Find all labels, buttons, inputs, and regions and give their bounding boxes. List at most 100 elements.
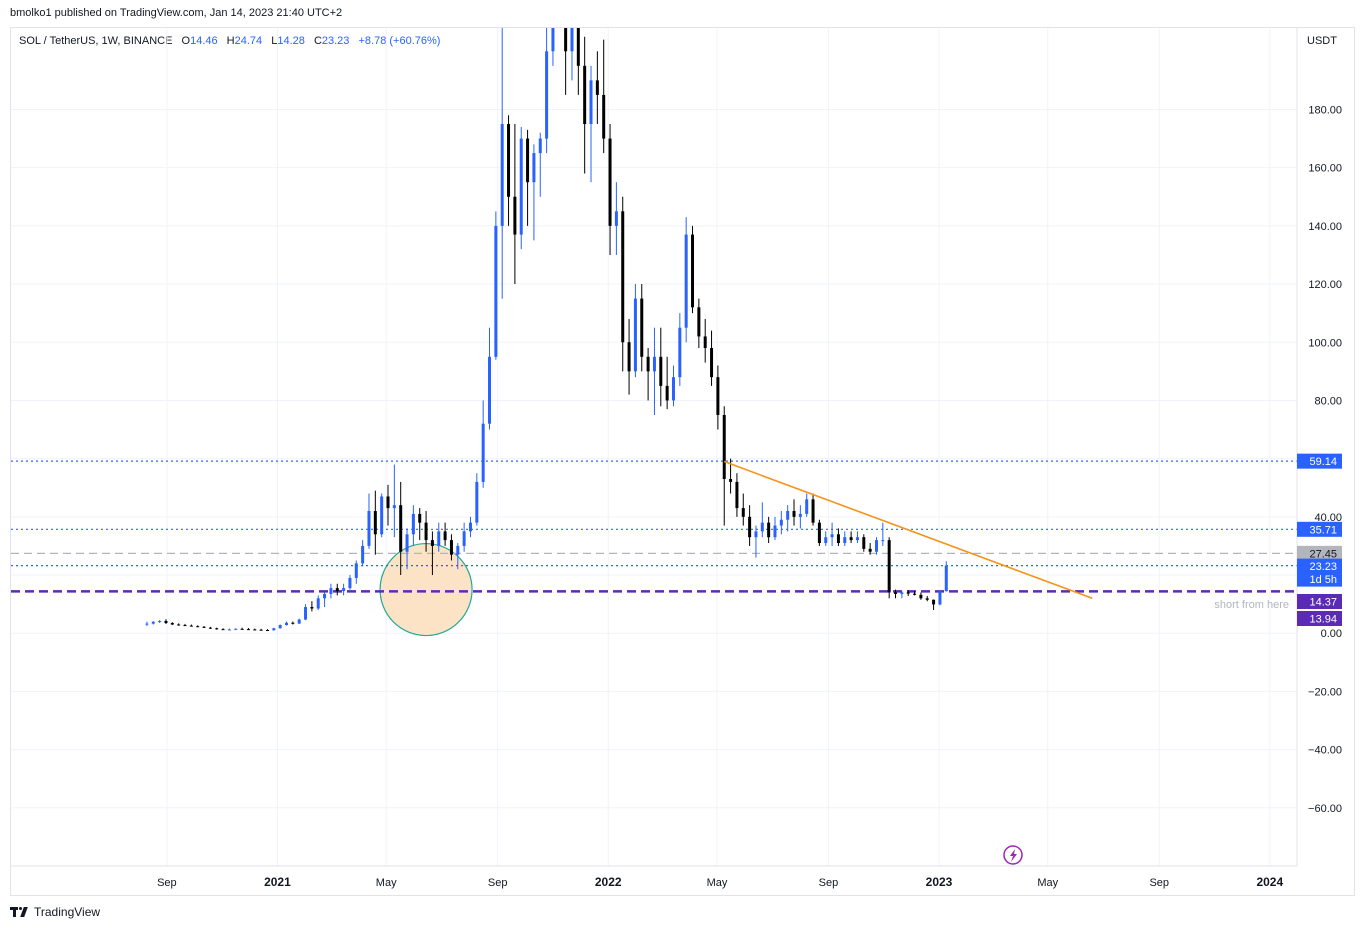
- annotation-text: short from here: [1214, 599, 1289, 611]
- candle-body: [323, 593, 327, 599]
- candle-body: [240, 628, 244, 630]
- price-level-tag-label: 27.45: [1309, 548, 1337, 560]
- candle-body: [208, 627, 212, 629]
- candle-body: [405, 534, 409, 552]
- price-level-tag: [1297, 545, 1342, 561]
- candle-body: [304, 607, 308, 620]
- legend-high-label: H: [226, 35, 235, 47]
- x-tick-label: 2023: [926, 875, 953, 889]
- candle-body: [151, 621, 155, 624]
- candle-body: [805, 499, 809, 514]
- candle-body: [519, 138, 523, 235]
- candle-body: [291, 622, 295, 624]
- y-tick-label: 180.00: [1308, 104, 1342, 116]
- candle-body: [246, 629, 250, 631]
- candle-body: [583, 65, 587, 125]
- candle-body: [456, 545, 460, 555]
- candle-body: [894, 592, 898, 594]
- candle-body: [798, 513, 802, 517]
- candle-body: [380, 496, 384, 535]
- event-lightning-icon: [1003, 845, 1023, 865]
- candle-body: [652, 356, 656, 372]
- symbol-legend: SOL / TetherUS, 1W, BINANCE O14.46 H24.7…: [19, 35, 440, 47]
- y-tick-label: 100.00: [1308, 337, 1342, 349]
- candle-body: [906, 592, 910, 594]
- candle-body: [443, 531, 447, 541]
- candle-body: [748, 516, 752, 538]
- candle-body: [932, 599, 936, 605]
- y-tick-label: 80.00: [1314, 395, 1342, 407]
- candle-body: [855, 537, 859, 541]
- legend-change: +8.78 (+60.76%): [358, 35, 441, 47]
- candle-body: [145, 623, 149, 625]
- candle-body: [227, 629, 231, 631]
- candle-body: [253, 629, 257, 631]
- candle-body: [602, 94, 606, 139]
- candle-body: [202, 626, 206, 628]
- candle-body: [329, 588, 333, 594]
- price-level-tag: [1297, 594, 1342, 609]
- candle-body: [386, 496, 390, 509]
- candle-body: [170, 623, 174, 625]
- legend-high: 24.74: [234, 35, 263, 47]
- candle-body: [234, 628, 238, 630]
- candle-body: [938, 591, 942, 605]
- candle-body: [449, 540, 453, 555]
- candle-body: [913, 593, 917, 595]
- y-tick-label: 140.00: [1308, 221, 1342, 233]
- candle-body: [786, 511, 790, 520]
- trendline: [723, 460, 1093, 600]
- x-tick-label: May: [376, 877, 397, 889]
- candle-body: [767, 522, 771, 538]
- candle-body: [722, 414, 726, 480]
- candle-body: [830, 534, 834, 538]
- candle-body: [773, 525, 777, 538]
- candle-body: [691, 234, 695, 308]
- price-level-tag-label: 13.94: [1309, 614, 1337, 626]
- candle-body: [348, 577, 352, 589]
- candle-body: [792, 511, 796, 517]
- candle-body: [836, 534, 840, 544]
- candle-body: [640, 298, 644, 357]
- candle-body: [881, 540, 885, 542]
- candle-body: [272, 628, 276, 631]
- candle-body: [703, 336, 707, 349]
- candle-body: [735, 481, 739, 509]
- candle-body: [183, 625, 187, 627]
- candle-body: [779, 519, 783, 526]
- candle-body: [538, 138, 542, 154]
- candle-body: [697, 307, 701, 337]
- candle-body: [189, 625, 193, 627]
- candle-body: [500, 124, 504, 226]
- candle-body: [475, 481, 479, 523]
- legend-open-label: O: [181, 35, 191, 47]
- y-tick-label: 160.00: [1308, 163, 1342, 175]
- candle-body: [678, 327, 682, 378]
- tradingview-logo-icon: [10, 905, 30, 919]
- legend-low: 14.28: [277, 35, 305, 47]
- candle-body: [424, 522, 428, 541]
- candle-body: [437, 531, 441, 546]
- footer-brand: TradingView: [10, 905, 100, 919]
- candle-body: [259, 629, 263, 631]
- candle-body: [462, 531, 466, 546]
- publisher-line: bmolko1 published on TradingView.com, Ja…: [10, 7, 343, 19]
- candle-body: [659, 356, 663, 386]
- candle-body: [716, 377, 720, 415]
- candle-body: [507, 124, 511, 197]
- candle-body: [925, 598, 929, 600]
- candle-body: [158, 621, 162, 623]
- y-axis-unit-label: USDT: [1307, 35, 1337, 47]
- event-icon-bolt: [1010, 849, 1017, 862]
- candle-body: [824, 537, 828, 544]
- y-tick-label: −20.00: [1308, 686, 1342, 698]
- candle-body: [614, 211, 618, 226]
- candle-body: [627, 342, 631, 372]
- candle-body: [513, 196, 517, 235]
- candle-body: [595, 80, 599, 95]
- candle-body: [621, 211, 625, 343]
- candle-body: [196, 626, 200, 628]
- candle-body: [665, 385, 669, 401]
- candle-body: [481, 423, 485, 482]
